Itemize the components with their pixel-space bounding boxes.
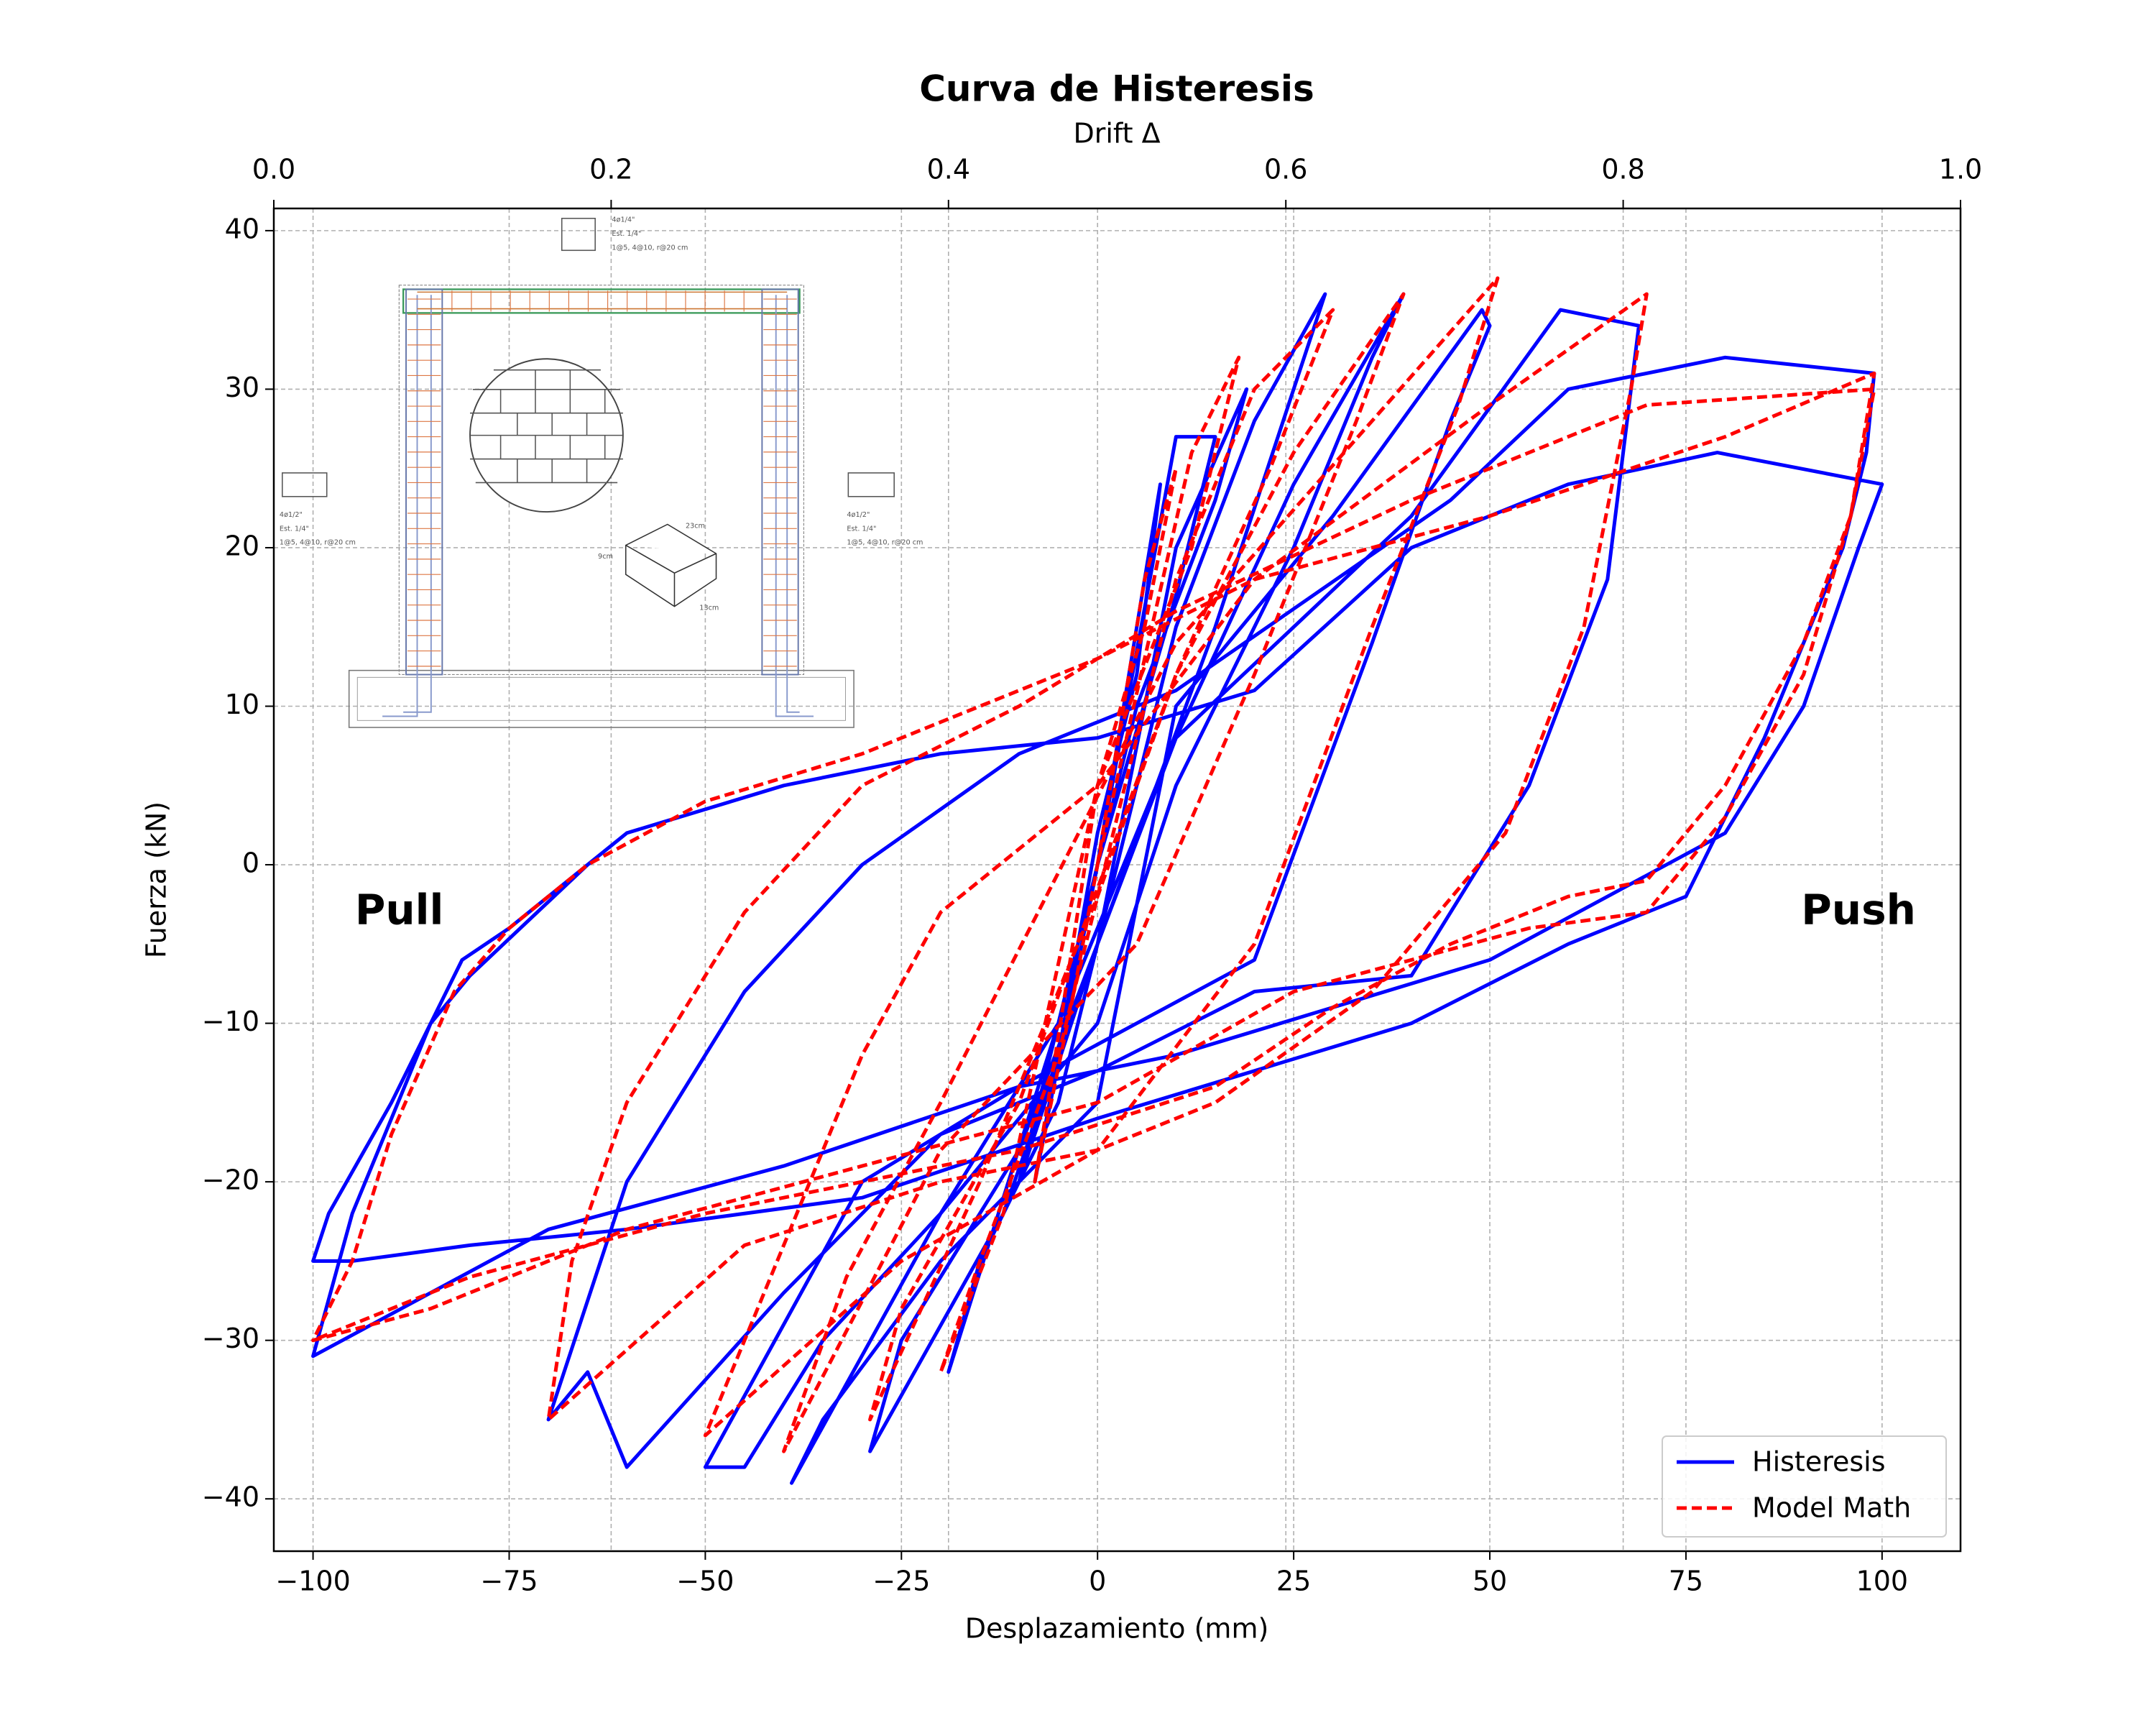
inset-label: Est. 1/4": [280, 525, 309, 533]
rebar: [382, 295, 814, 717]
x2-axis-label: Drift Δ: [1073, 118, 1160, 150]
x2-tick-label: 1.0: [1939, 154, 1982, 185]
y-tick-label: 30: [225, 372, 259, 403]
inset-label: 9cm: [598, 553, 613, 561]
brick-block: [625, 523, 717, 607]
x-tick-label: 25: [1276, 1566, 1311, 1597]
inset-label: 13cm: [699, 605, 719, 612]
foundation: [348, 669, 854, 728]
inset-label: Est. 1/4": [612, 230, 641, 238]
inset-label: 1@5, 4@10, r@20 cm: [280, 539, 356, 547]
inset-drawing: 4ø1/4" Est. 1/4" 1@5, 4@10, r@20 cm 4ø1/…: [280, 216, 923, 728]
x2-tick-label: 0.0: [252, 154, 295, 185]
section-top: [561, 218, 596, 252]
x2-tick-label: 0.2: [589, 154, 632, 185]
legend-label: Histeresis: [1752, 1446, 1886, 1478]
left-column: [405, 288, 443, 676]
inset-label: 1@5, 4@10, r@20 cm: [612, 244, 688, 252]
y-axis-label: Fuerza (kN): [141, 801, 172, 958]
inset-label: 4ø1/2": [847, 511, 870, 519]
section-right: [847, 472, 895, 497]
inset-label: 4ø1/4": [612, 216, 635, 224]
inset-label: 4ø1/2": [280, 511, 303, 519]
annotation: Pull: [355, 885, 444, 934]
annotation: Push: [1801, 885, 1916, 934]
x2-tick-label: 0.4: [927, 154, 970, 185]
x-tick-label: −50: [676, 1566, 734, 1597]
x-tick-label: 0: [1089, 1566, 1106, 1597]
y-tick-label: −40: [202, 1481, 259, 1513]
series-line: [311, 276, 1876, 1453]
right-column: [761, 288, 799, 676]
stirrups: [407, 290, 797, 667]
y-tick-label: −20: [202, 1164, 259, 1196]
top-beam: [402, 288, 801, 314]
y-tick-label: 10: [225, 689, 259, 720]
beam-bars: [417, 291, 788, 310]
x-tick-label: −25: [872, 1566, 930, 1597]
x2-tick-label: 0.8: [1601, 154, 1644, 185]
axes-frame: [272, 207, 1962, 1553]
x-tick-label: 100: [1856, 1566, 1909, 1597]
x-tick-label: 75: [1669, 1566, 1703, 1597]
x-tick-label: 50: [1473, 1566, 1507, 1597]
y-tick-label: 0: [242, 847, 259, 879]
y-tick-label: 20: [225, 530, 259, 561]
y-tick-label: −10: [202, 1006, 259, 1037]
x-tick-label: −100: [275, 1566, 350, 1597]
y-tick-label: −30: [202, 1323, 259, 1354]
inset-label: 1@5, 4@10, r@20 cm: [847, 539, 923, 547]
inset-label: Est. 1/4": [847, 525, 876, 533]
section-left: [282, 472, 328, 497]
wall-frame: [398, 285, 805, 676]
brick-pattern: [470, 369, 623, 484]
foundation-inner: [356, 676, 846, 721]
chart-title: Curva de Histeresis: [919, 68, 1314, 110]
inset-label: 23cm: [686, 522, 705, 530]
legend-label: Model Math: [1752, 1492, 1911, 1524]
series-line: [311, 292, 1884, 1485]
x2-tick-label: 0.6: [1264, 154, 1307, 185]
x-tick-label: −75: [480, 1566, 538, 1597]
x-axis-label: Desplazamiento (mm): [965, 1613, 1269, 1645]
y-tick-label: 40: [225, 213, 259, 244]
